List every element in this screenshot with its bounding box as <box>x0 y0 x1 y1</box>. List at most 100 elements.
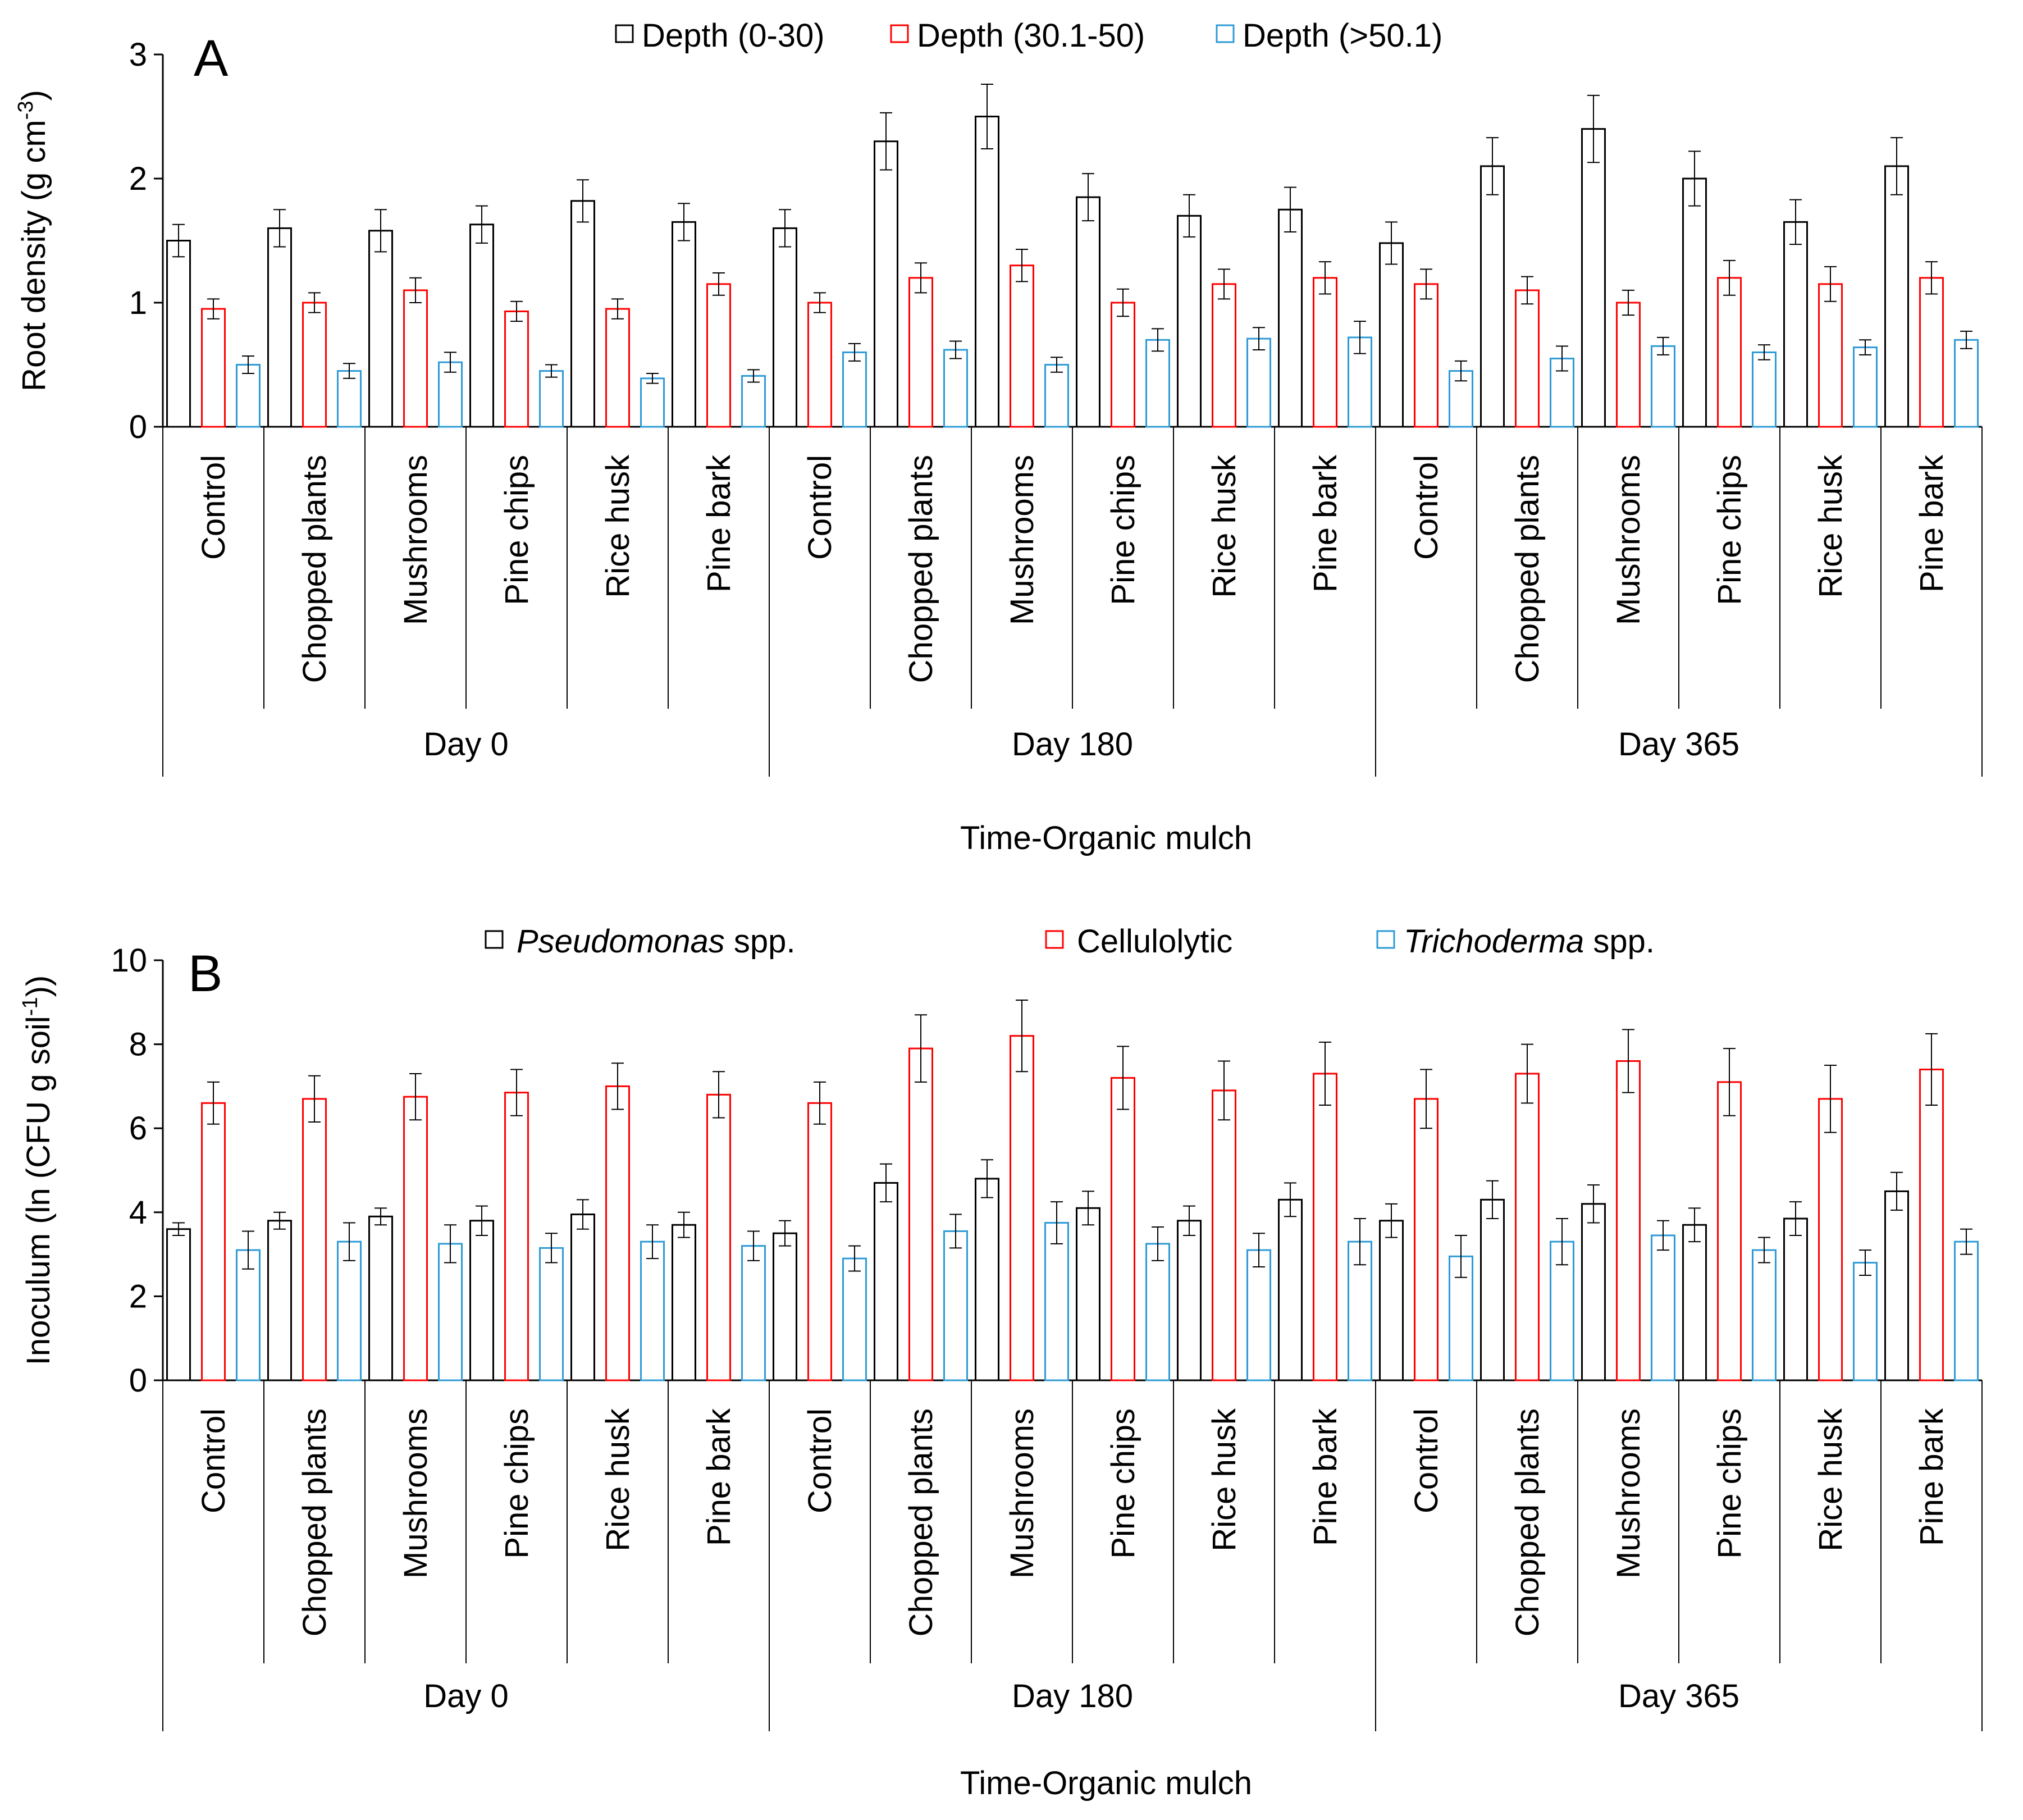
y-axis-title: Root density (g cm-3) <box>14 90 52 391</box>
bar <box>539 370 564 428</box>
group-label: Day 365 <box>1618 1678 1739 1714</box>
bar <box>504 310 529 428</box>
bar <box>908 277 933 428</box>
bar <box>1717 277 1742 428</box>
y-tick-label: 4 <box>129 1194 147 1231</box>
legend-swatch <box>1216 24 1235 43</box>
legend-swatch <box>890 24 909 43</box>
legend-label: Depth (30.1-50) <box>917 17 1145 54</box>
group-label: Day 180 <box>1012 1678 1133 1714</box>
y-axis-title: Inoculum (ln (CFU g soil-1)) <box>19 975 57 1366</box>
bar <box>1212 1089 1236 1381</box>
y-tick-label: 8 <box>129 1027 147 1063</box>
category-label: Chopped plants <box>1509 455 1546 683</box>
bar <box>975 116 999 428</box>
y-axis-title-end: ) <box>16 90 52 101</box>
category-label: Chopped plants <box>903 455 939 683</box>
bar <box>842 1257 867 1381</box>
category-label: Rice husk <box>1206 1408 1243 1552</box>
legend-rest-part: spp. <box>725 923 796 960</box>
bar <box>1177 1220 1202 1381</box>
category-label: Pine bark <box>1307 1408 1344 1546</box>
bar <box>1145 1243 1170 1381</box>
y-axis-title-superscript: -1 <box>19 997 42 1016</box>
bar <box>337 370 362 428</box>
bar <box>1752 351 1777 428</box>
category-label: Control <box>1408 1408 1445 1513</box>
category-label: Control <box>1408 455 1445 560</box>
group-label: Day 0 <box>423 1678 509 1714</box>
bar <box>1246 1249 1271 1381</box>
bar <box>1682 177 1707 428</box>
bar <box>1919 1068 1944 1381</box>
bar <box>1752 1249 1777 1381</box>
bar <box>1581 1203 1606 1381</box>
bar <box>1682 1224 1707 1381</box>
category-label: Rice husk <box>600 1408 636 1552</box>
bar <box>1076 1207 1100 1381</box>
bar <box>1954 339 1979 428</box>
bar <box>1853 346 1878 428</box>
bar <box>1278 208 1303 428</box>
bar <box>1177 215 1202 428</box>
bar <box>1111 302 1135 428</box>
legend-label: Depth (>50.1) <box>1243 17 1442 54</box>
bar <box>1076 196 1100 428</box>
bar <box>267 1220 292 1381</box>
category-label: Pine chips <box>499 1408 535 1559</box>
bar <box>539 1247 564 1381</box>
legend-label: Trichoderma spp. <box>1404 923 1655 960</box>
bar <box>741 1245 766 1381</box>
bar <box>1010 264 1034 428</box>
bar <box>874 140 898 428</box>
bar <box>741 375 766 428</box>
category-label: Pine chips <box>499 455 535 605</box>
category-label: Control <box>195 1408 232 1513</box>
category-label: Chopped plants <box>296 455 333 683</box>
bar <box>1313 277 1337 428</box>
category-label: Mushrooms <box>1610 1408 1647 1579</box>
category-label: Control <box>802 455 838 560</box>
category-label: Pine chips <box>1711 1408 1748 1559</box>
category-label: Pine chips <box>1105 455 1141 605</box>
y-axis-title-end: )) <box>20 975 57 997</box>
bar <box>1278 1198 1303 1381</box>
bar <box>842 351 867 428</box>
category-label: Mushrooms <box>398 1408 434 1579</box>
bar <box>570 200 595 428</box>
bar <box>1212 283 1236 428</box>
bar <box>201 1102 226 1381</box>
bar <box>1515 1073 1540 1381</box>
bar <box>1651 345 1675 428</box>
y-tick-label: 6 <box>129 1110 147 1147</box>
bar <box>1783 1217 1808 1381</box>
bar <box>368 1215 393 1381</box>
bar <box>302 302 327 428</box>
category-label: Pine bark <box>701 1408 737 1546</box>
bar <box>943 1230 968 1381</box>
y-axis-title-superscript: -3 <box>14 101 38 120</box>
category-label: Chopped plants <box>1509 1408 1546 1636</box>
bar <box>975 1178 999 1381</box>
bar <box>1919 277 1944 428</box>
category-label: Pine chips <box>1105 1408 1141 1559</box>
bar <box>1853 1262 1878 1381</box>
bar <box>1783 221 1808 428</box>
bar <box>1044 1222 1069 1381</box>
bar <box>236 364 261 428</box>
bar <box>1010 1035 1034 1381</box>
legend-swatch <box>1376 930 1395 949</box>
category-label: Mushrooms <box>1610 455 1647 625</box>
y-tick-label: 3 <box>129 37 147 73</box>
bar <box>1818 283 1843 428</box>
bar <box>1515 289 1540 428</box>
y-tick-label: 10 <box>111 942 147 979</box>
bar <box>166 1228 191 1381</box>
bar <box>672 221 696 428</box>
bar <box>1884 1190 1909 1381</box>
bar <box>1616 302 1641 428</box>
group-label: Day 365 <box>1618 726 1739 763</box>
bar <box>605 308 630 428</box>
legend-label: Depth (0-30) <box>642 17 825 54</box>
